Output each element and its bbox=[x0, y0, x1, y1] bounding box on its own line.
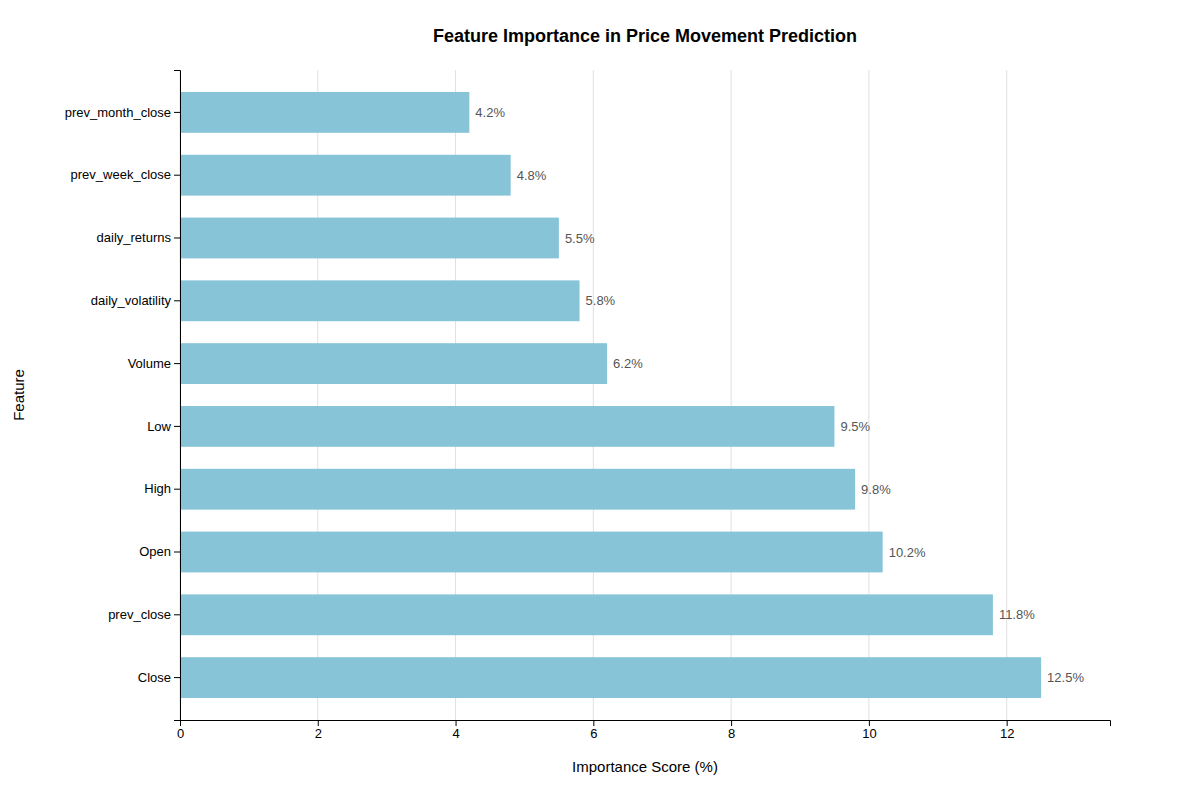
data-label: 5.5% bbox=[565, 231, 595, 246]
tick: 10 bbox=[862, 720, 876, 741]
bar bbox=[180, 532, 883, 573]
bars bbox=[180, 92, 1041, 698]
bar bbox=[180, 92, 469, 133]
title: Feature Importance in Price Movement Pre… bbox=[433, 26, 857, 46]
data-label: 11.8% bbox=[999, 607, 1035, 622]
tick: 2 bbox=[315, 720, 322, 741]
tick: Low bbox=[147, 419, 180, 434]
tick: 6 bbox=[590, 720, 597, 741]
tick-mark bbox=[174, 175, 180, 176]
data-label: 9.5% bbox=[840, 419, 870, 434]
tick-mark bbox=[174, 552, 180, 553]
tick-label: High bbox=[144, 481, 171, 496]
tick: 12 bbox=[1000, 720, 1014, 741]
bar bbox=[180, 594, 993, 635]
bar bbox=[180, 469, 855, 510]
tick-mark bbox=[174, 677, 180, 678]
tick-mark bbox=[318, 720, 319, 726]
tick-label: Low bbox=[147, 419, 171, 434]
bar bbox=[180, 155, 511, 196]
tick-label: 12 bbox=[1000, 726, 1014, 741]
tick-mark bbox=[1007, 720, 1008, 726]
tick: prev_week_close bbox=[71, 167, 180, 182]
tick-label: 6 bbox=[590, 726, 597, 741]
tick: 0 bbox=[177, 720, 184, 741]
tick-label: 8 bbox=[728, 726, 735, 741]
bar bbox=[180, 280, 580, 321]
tick: prev_close bbox=[108, 607, 180, 622]
tick-label: 2 bbox=[315, 726, 322, 741]
bar bbox=[180, 343, 607, 384]
tick-label: 4 bbox=[452, 726, 459, 741]
plot-area: 0 2 4 6 8 10 12 Close prev_close Open High Low Volum… bbox=[65, 70, 1111, 741]
grid-line bbox=[1006, 70, 1007, 720]
axis-line bbox=[181, 721, 1111, 727]
tick: 4 bbox=[452, 720, 459, 741]
tick: daily_returns bbox=[97, 230, 180, 245]
tick: Volume bbox=[128, 356, 180, 371]
tick-label: prev_month_close bbox=[65, 105, 171, 120]
tick: 8 bbox=[728, 720, 735, 741]
tick-label: 0 bbox=[177, 726, 184, 741]
axis-line bbox=[174, 71, 181, 721]
tick-label: prev_close bbox=[108, 607, 171, 622]
x-axis-title: Importance Score (%) bbox=[572, 758, 718, 775]
tick: Open bbox=[139, 544, 180, 559]
bar bbox=[180, 218, 559, 259]
tick-label: Open bbox=[139, 544, 171, 559]
tick-label: Volume bbox=[128, 356, 171, 371]
bar bbox=[180, 406, 834, 447]
y-axis-title: Feature bbox=[10, 369, 27, 421]
grid bbox=[180, 70, 1007, 720]
chart-container: 0 2 4 6 8 10 12 Close prev_close Open High Low Volum… bbox=[0, 0, 1200, 800]
x-axis: 0 2 4 6 8 10 12 bbox=[177, 720, 1111, 741]
y-axis: Close prev_close Open High Low Volume daily_vo… bbox=[65, 71, 181, 721]
tick-mark bbox=[456, 720, 457, 726]
tick-mark bbox=[174, 112, 180, 113]
tick: High bbox=[144, 481, 180, 496]
chart-svg: 0 2 4 6 8 10 12 Close prev_close Open High Low Volum… bbox=[0, 0, 1200, 800]
data-label: 12.5% bbox=[1047, 670, 1084, 685]
data-label: 6.2% bbox=[613, 356, 643, 371]
tick-mark bbox=[174, 237, 180, 238]
tick-label: daily_returns bbox=[97, 230, 172, 245]
tick-mark bbox=[174, 426, 180, 427]
tick: Close bbox=[138, 670, 180, 685]
data-labels: 12.5% 11.8% 10.2% 9.8% 9.5% 6.2% 5.8% 5.5% 4.8% 4… bbox=[475, 105, 1084, 685]
data-label: 9.8% bbox=[861, 482, 891, 497]
data-label: 4.8% bbox=[517, 168, 547, 183]
data-label: 4.2% bbox=[475, 105, 505, 120]
tick: prev_month_close bbox=[65, 105, 180, 120]
tick-label: Close bbox=[138, 670, 171, 685]
tick: daily_volatility bbox=[91, 293, 180, 308]
data-label: 5.8% bbox=[586, 293, 616, 308]
tick-mark bbox=[593, 720, 594, 726]
tick-mark bbox=[869, 720, 870, 726]
tick-mark bbox=[731, 720, 732, 726]
tick-mark bbox=[174, 614, 180, 615]
bar bbox=[180, 657, 1041, 698]
tick-mark bbox=[174, 300, 180, 301]
tick-label: 10 bbox=[862, 726, 876, 741]
data-label: 10.2% bbox=[889, 545, 926, 560]
tick-mark bbox=[174, 363, 180, 364]
tick-mark bbox=[174, 489, 180, 490]
tick-label: prev_week_close bbox=[71, 167, 171, 182]
tick-label: daily_volatility bbox=[91, 293, 172, 308]
